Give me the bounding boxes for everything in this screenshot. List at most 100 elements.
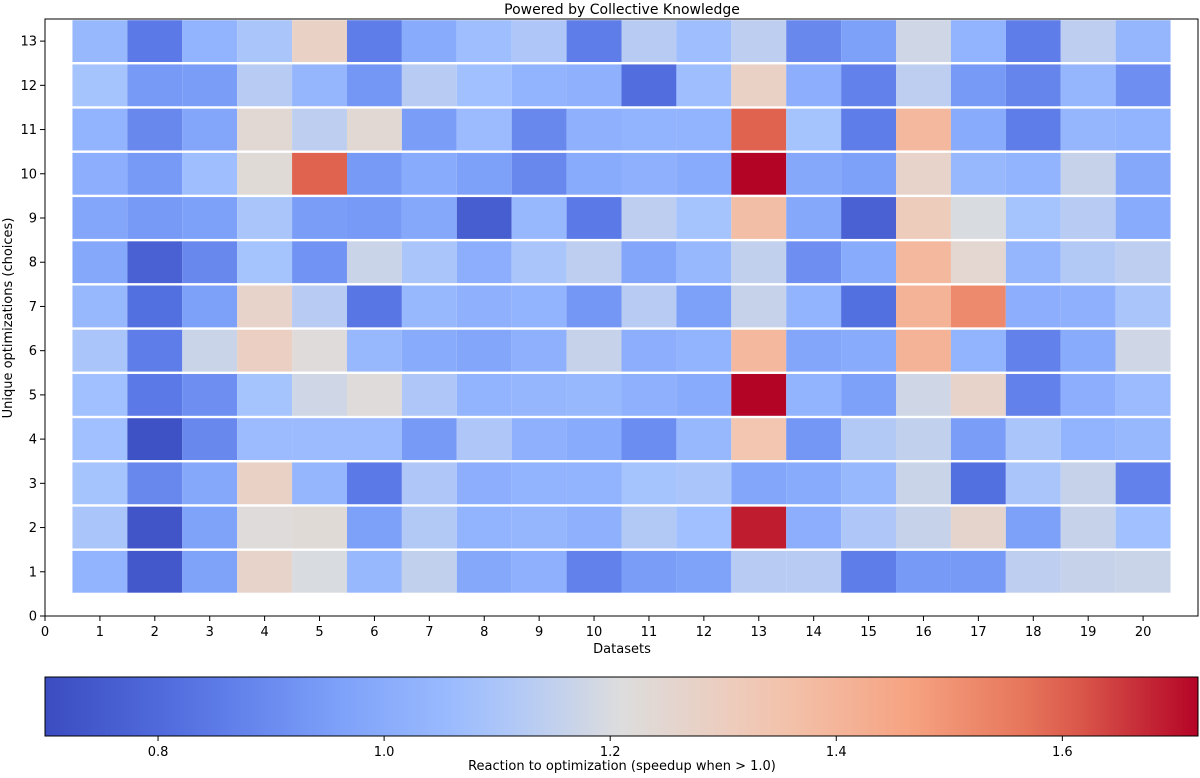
heatmap-cell <box>1005 64 1061 107</box>
heatmap-cell <box>182 373 238 416</box>
heatmap-cell <box>950 285 1006 328</box>
colorbar <box>44 676 1199 737</box>
heatmap-cell <box>731 418 787 461</box>
heatmap-cell <box>731 285 787 328</box>
heatmap-cell <box>566 285 622 328</box>
x-axis-label: Datasets <box>593 642 651 657</box>
heatmap-cell <box>676 108 732 151</box>
heatmap-cell <box>731 197 787 239</box>
heatmap-cell <box>1115 152 1171 195</box>
heatmap-cell <box>346 418 402 461</box>
heatmap-cell <box>676 506 732 549</box>
heatmap-cell <box>841 197 897 239</box>
heatmap-cell <box>676 152 732 195</box>
heatmap-cell <box>841 108 897 151</box>
heatmap-cell <box>841 418 897 461</box>
heatmap-cell <box>1115 329 1171 372</box>
heatmap-cell <box>950 108 1006 151</box>
heatmap-cell <box>1005 20 1061 63</box>
heatmap-cell <box>401 20 457 63</box>
heatmap-cell <box>1005 285 1061 328</box>
heatmap-cell <box>72 462 128 505</box>
heatmap-cell <box>401 285 457 328</box>
heatmap-cell <box>896 152 951 195</box>
x-tick-label: 0 <box>41 625 49 640</box>
heatmap-cell <box>72 152 128 195</box>
heatmap-cell <box>237 373 293 416</box>
x-tick-label: 16 <box>915 625 932 640</box>
x-tick-label: 7 <box>425 625 433 640</box>
x-axis: 0 1 2 3 4 5 6 7 8 9 10 11 12 13 14 15 16 17 18 19 20 <box>41 616 1151 640</box>
heatmap-cell <box>566 550 622 593</box>
colorbar-tick-label: 1.6 <box>1052 745 1073 760</box>
heatmap-cell <box>127 550 183 593</box>
heatmap-cell <box>237 20 293 63</box>
heatmap-cell <box>1060 197 1116 239</box>
x-tick-label: 17 <box>970 625 987 640</box>
heatmap-cell <box>566 108 622 151</box>
heatmap-cell <box>676 285 732 328</box>
heatmap-cell <box>456 329 512 372</box>
heatmap-cell <box>511 108 567 151</box>
x-tick-label: 5 <box>315 625 323 640</box>
heatmap-cell <box>786 152 842 195</box>
heatmap-cell <box>731 462 787 505</box>
heatmap-cell <box>841 285 897 328</box>
heatmap-cell <box>566 152 622 195</box>
heatmap-cell <box>401 152 457 195</box>
heatmap-cell <box>621 20 677 63</box>
heatmap-cell <box>676 418 732 461</box>
heatmap-cell <box>401 550 457 593</box>
heatmap-cell <box>292 20 347 63</box>
heatmap-cell <box>1005 329 1061 372</box>
heatmap-cell <box>182 108 238 151</box>
heatmap-cell <box>1060 506 1116 549</box>
heatmap-cell <box>621 64 677 107</box>
heatmap-cell <box>621 550 677 593</box>
heatmap-cell <box>292 241 347 284</box>
heatmap-cell <box>182 197 238 239</box>
x-tick-label: 3 <box>206 625 214 640</box>
heatmap-cell <box>127 108 183 151</box>
heatmap-cell <box>127 197 183 239</box>
heatmap-cell <box>292 285 347 328</box>
heatmap-cell <box>950 373 1006 416</box>
heatmap-cell <box>786 241 842 284</box>
heatmap-cell <box>1115 418 1171 461</box>
heatmap-cell <box>456 64 512 107</box>
y-tick-label: 0 <box>29 610 37 625</box>
heatmap-cell <box>1005 108 1061 151</box>
heatmap-cell <box>72 241 128 284</box>
heatmap-cell <box>950 64 1006 107</box>
chart-title: Powered by Collective Knowledge <box>504 2 740 18</box>
heatmap-cell <box>346 285 402 328</box>
heatmap-cell <box>72 285 128 328</box>
heatmap-cell <box>237 152 293 195</box>
heatmap-cell <box>72 550 128 593</box>
heatmap-cell <box>456 373 512 416</box>
heatmap-cell <box>72 506 128 549</box>
heatmap-cell <box>731 550 787 593</box>
heatmap-cell <box>346 462 402 505</box>
heatmap-cell <box>786 64 842 107</box>
heatmap-cell <box>841 373 897 416</box>
heatmap-cell <box>237 329 293 372</box>
heatmap-cell <box>182 64 238 107</box>
heatmap-cell <box>237 197 293 239</box>
heatmap-cell <box>127 418 183 461</box>
heatmap-cell <box>1005 241 1061 284</box>
heatmap-cell <box>1005 197 1061 239</box>
heatmap-cell <box>72 329 128 372</box>
x-tick-label: 6 <box>370 625 378 640</box>
heatmap-cell <box>72 64 128 107</box>
heatmap-cell <box>786 462 842 505</box>
heatmap-cell <box>841 20 897 63</box>
heatmap-cell <box>566 418 622 461</box>
x-tick-label: 11 <box>641 625 658 640</box>
colorbar-tick-label: 1.2 <box>600 745 621 760</box>
heatmap-cell <box>676 462 732 505</box>
colorbar-tick-label: 0.8 <box>148 745 169 760</box>
x-tick-label: 1 <box>96 625 104 640</box>
y-tick-label: 11 <box>20 123 37 138</box>
heatmap-cell <box>401 506 457 549</box>
